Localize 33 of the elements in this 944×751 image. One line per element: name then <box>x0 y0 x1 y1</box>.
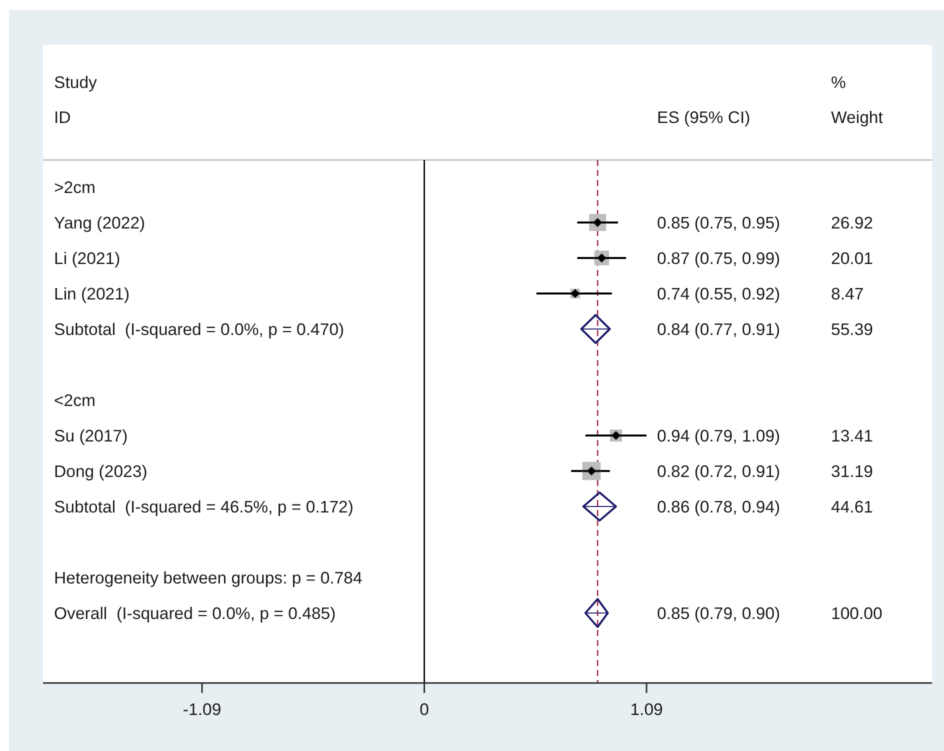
annotation: 0.84 (0.77, 0.91) <box>657 320 780 339</box>
annotation: 0.94 (0.79, 1.09) <box>657 426 780 446</box>
annotation: 0.87 (0.75, 0.99) <box>657 248 780 268</box>
y-tick-label: <2cm <box>54 390 96 410</box>
annotation: 20.01 <box>831 248 873 268</box>
annotation: 0.86 (0.78, 0.94) <box>657 497 780 516</box>
annotation: 100.00 <box>831 604 882 623</box>
y-tick-label: Yang (2022) <box>54 213 146 232</box>
annotation: 0.74 (0.55, 0.92) <box>657 284 780 304</box>
text: % Weight <box>831 72 884 127</box>
annotation: 55.39 <box>831 320 873 339</box>
annotation: 31.19 <box>831 462 873 481</box>
x-tick-label: 0 <box>420 700 429 719</box>
y-tick-label: >2cm <box>54 178 96 197</box>
y-tick-label: Li (2021) <box>54 248 120 268</box>
y-tick-label: Dong (2023) <box>54 462 148 481</box>
y-tick-label: Heterogeneity between groups: p = 0.784 <box>54 568 362 588</box>
y-tick-label: Su (2017) <box>54 426 128 446</box>
annotation: 0.82 (0.72, 0.91) <box>657 462 780 481</box>
text: ES (95% CI) <box>657 108 750 127</box>
y-tick-label: Overall (I-squared = 0.0%, p = 0.485) <box>54 604 336 623</box>
y-tick-label: Subtotal (I-squared = 46.5%, p = 0.172) <box>54 497 354 516</box>
annotation: 0.85 (0.79, 0.90) <box>657 604 780 623</box>
x-tick-label: -1.09 <box>182 700 222 719</box>
annotation: 0.85 (0.75, 0.95) <box>657 213 780 232</box>
annotation: 8.47 <box>831 284 864 304</box>
y-axis-title: Study ID <box>54 72 98 127</box>
annotation: 26.92 <box>831 213 873 232</box>
y-tick-label: Lin (2021) <box>54 284 130 304</box>
x-tick-label: 1.09 <box>630 700 663 719</box>
y-tick-label: Subtotal (I-squared = 0.0%, p = 0.470) <box>54 320 344 339</box>
annotation: 44.61 <box>831 497 873 516</box>
annotation: 13.41 <box>831 426 873 446</box>
